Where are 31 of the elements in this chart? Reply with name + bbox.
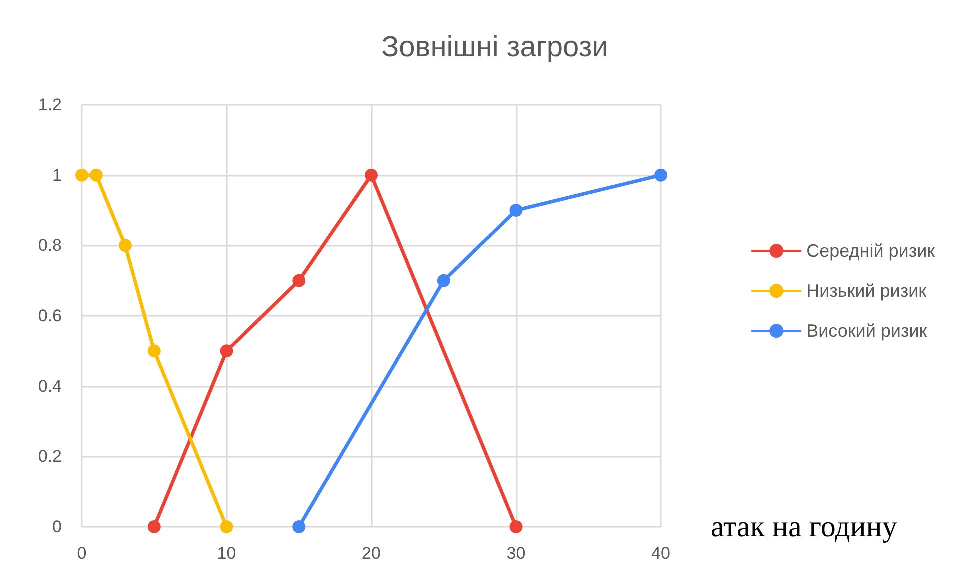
x-axis-title: атак на годину: [711, 510, 898, 544]
y-tick-label: 0: [52, 518, 62, 536]
y-tick-label: 1: [52, 166, 62, 185]
x-tick-label: 40: [652, 544, 670, 563]
legend-label: Високий ризик: [806, 321, 928, 341]
y-tick-label: 1.2: [38, 96, 62, 114]
point: [437, 274, 450, 288]
point: [510, 520, 523, 534]
x-tick-label: 0: [77, 544, 87, 563]
chart-title: Зовнішні загрози: [382, 32, 608, 64]
point: [292, 520, 306, 534]
y-tick-label: 0.4: [38, 376, 62, 396]
legend-label: Середній ризик: [806, 241, 936, 261]
point: [654, 168, 668, 182]
point: [76, 168, 88, 182]
point: [148, 344, 161, 358]
point: [220, 344, 234, 358]
y-tick-label: 0.6: [38, 306, 62, 326]
point: [510, 204, 523, 217]
y-tick-label: 0.8: [38, 236, 62, 256]
point: [118, 239, 132, 252]
point: [148, 520, 161, 534]
x-tick-label: 20: [362, 544, 381, 563]
point: [220, 520, 234, 534]
x-tick-label: 10: [217, 544, 236, 563]
legend-label: Низький ризик: [806, 281, 927, 301]
point: [365, 168, 378, 182]
y-tick-label: 0.2: [38, 447, 62, 466]
x-tick-label: 30: [506, 544, 526, 563]
point: [90, 168, 103, 182]
point: [292, 274, 306, 288]
